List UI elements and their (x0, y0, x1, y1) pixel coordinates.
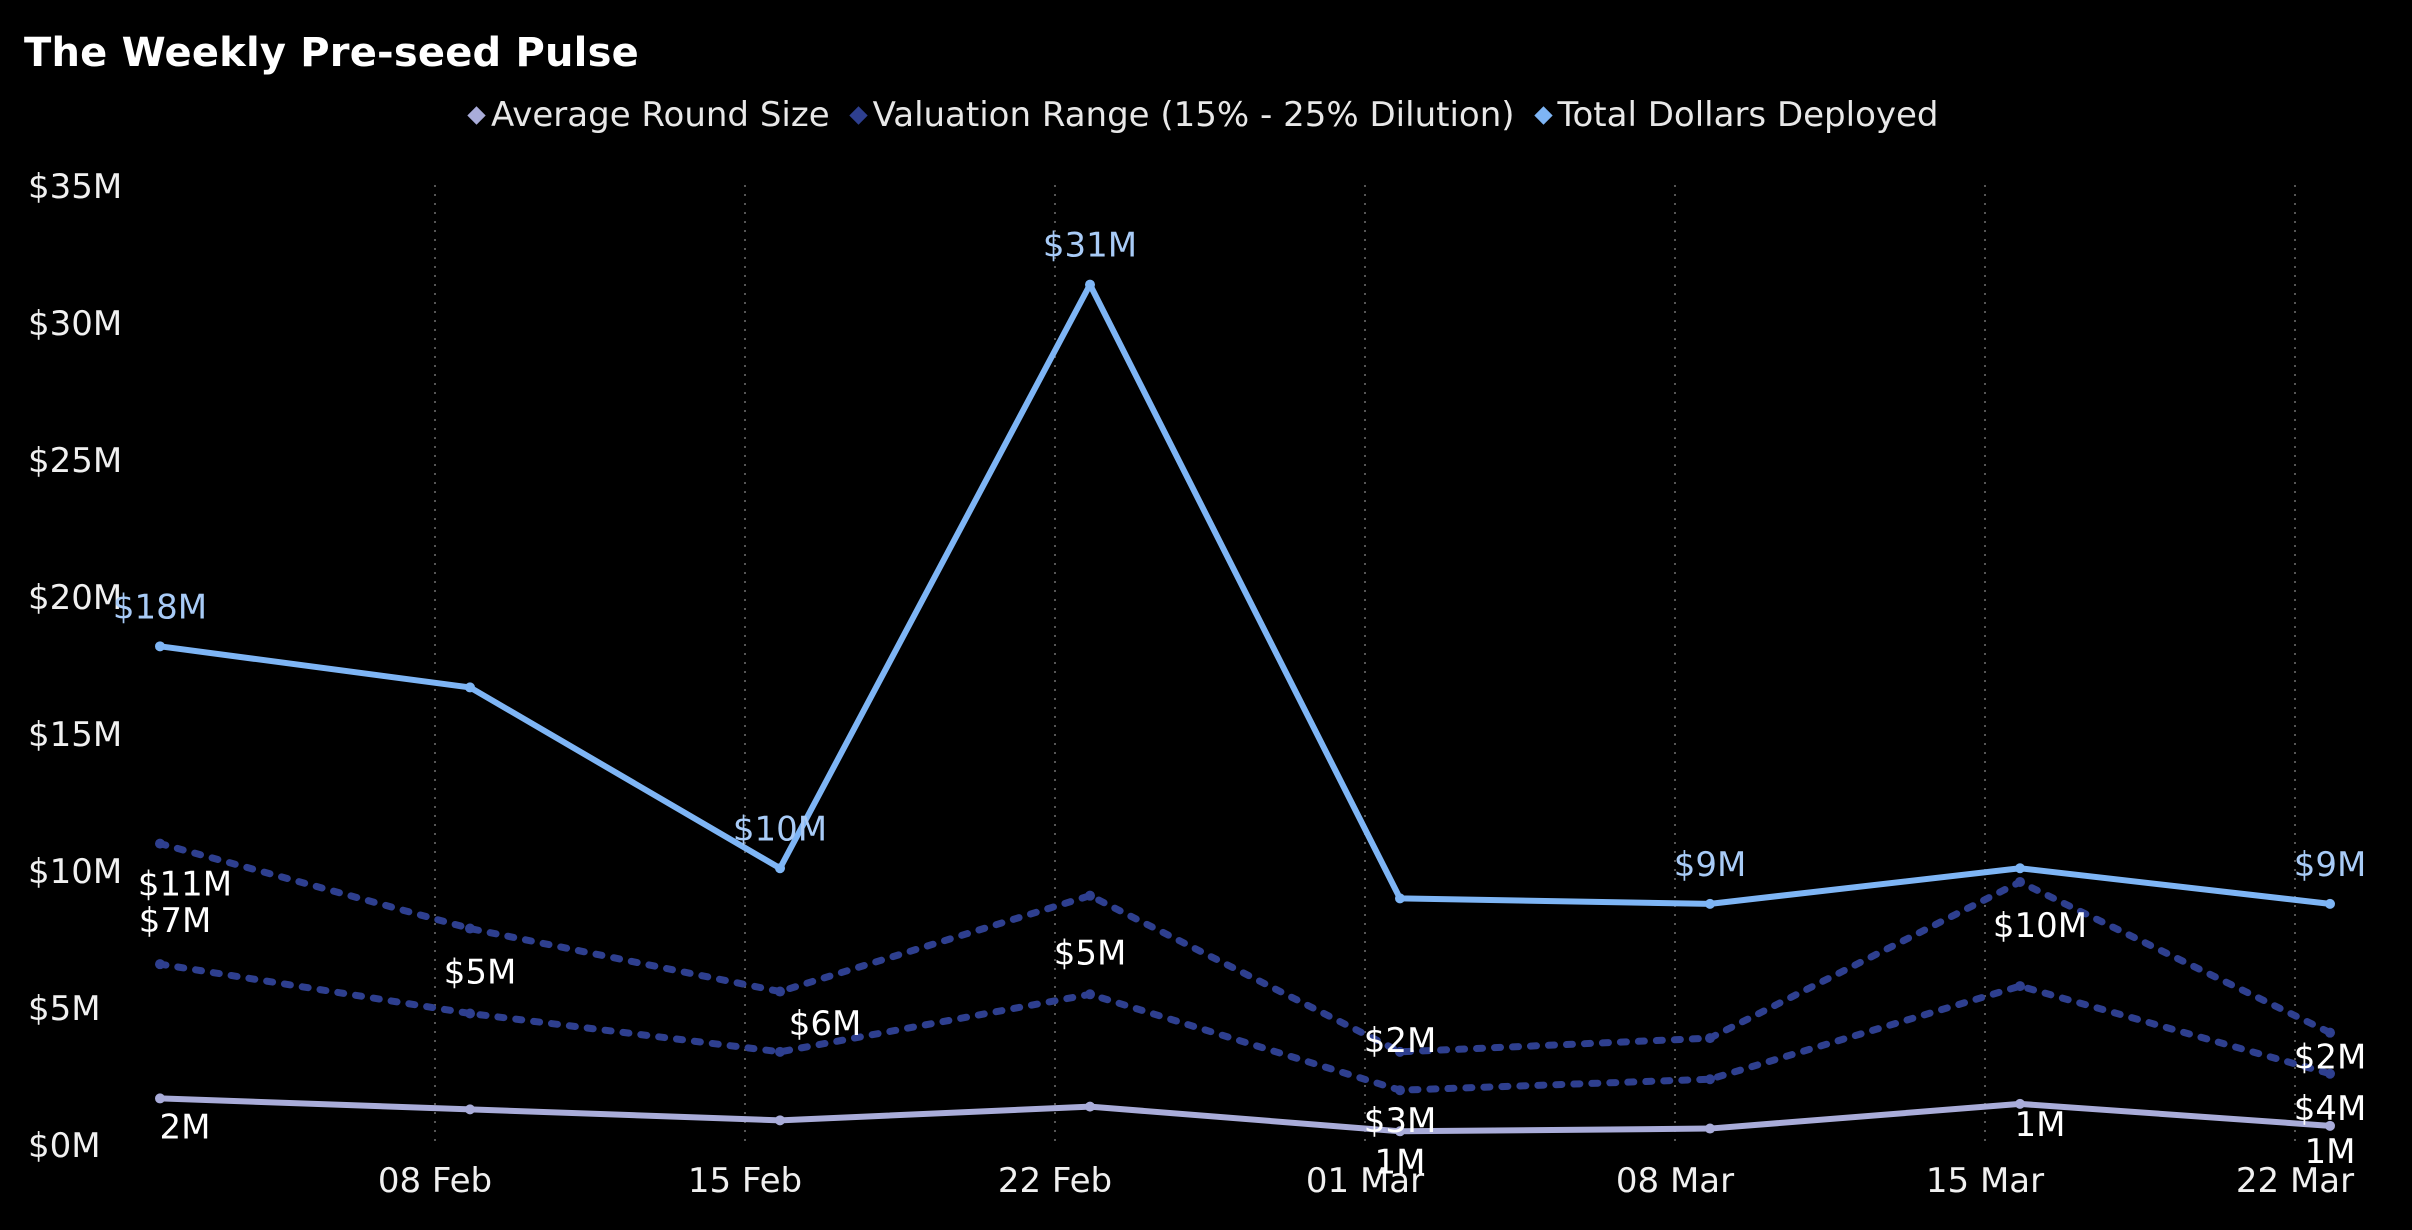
x-tick-label: 08 Mar (1616, 1161, 1734, 1201)
x-tick-label: 15 Mar (1926, 1161, 2044, 1201)
data-label: 1M (1375, 1142, 1426, 1182)
legend-item-valuation-range[interactable]: Valuation Range (15% - 25% Dilution) (848, 95, 1515, 135)
y-tick-label: $20M (28, 578, 122, 618)
data-label: $3M (1364, 1101, 1437, 1141)
data-label: $9M (1674, 845, 1747, 885)
data-point (155, 641, 165, 652)
data-label: 1M (2015, 1105, 2066, 1145)
data-point (1705, 1033, 1715, 1044)
x-tick-label: 22 Mar (2236, 1161, 2354, 1201)
x-tick-label: 01 Mar (1306, 1161, 1424, 1201)
data-label: $9M (2294, 845, 2367, 885)
x-tick-label: 08 Feb (378, 1161, 492, 1201)
data-point (2325, 1027, 2335, 1038)
data-point (1395, 1126, 1405, 1137)
data-point (2325, 1068, 2335, 1079)
data-point (155, 1093, 165, 1104)
legend-item-average-round-size[interactable]: Average Round Size (467, 95, 830, 135)
y-tick-label: $25M (28, 441, 122, 481)
data-point (465, 1104, 475, 1115)
data-point (155, 959, 165, 970)
x-tick-label: 15 Feb (688, 1161, 802, 1201)
data-label: $2M (1364, 1021, 1437, 1061)
y-tick-label: $30M (28, 304, 122, 344)
series-line (157, 281, 2333, 907)
data-point (1395, 1085, 1405, 1096)
legend-label: Average Round Size (491, 95, 830, 135)
data-label: 1M (2305, 1132, 2356, 1172)
data-point (465, 1008, 475, 1019)
data-point (1705, 1074, 1715, 1085)
data-label: 2M (160, 1107, 211, 1147)
data-point (775, 1115, 785, 1126)
data-point (1085, 989, 1095, 1000)
data-point (2015, 981, 2025, 992)
data-point (1085, 890, 1095, 901)
data-point (1085, 279, 1095, 290)
data-point (1705, 1123, 1715, 1134)
x-tick-label: 22 Feb (998, 1161, 1112, 1201)
data-point (2015, 876, 2025, 887)
y-tick-label: $15M (28, 715, 122, 755)
data-point (1395, 893, 1405, 904)
data-point (775, 986, 785, 997)
data-label: $7M (139, 901, 212, 941)
data-point (2015, 1098, 2025, 1109)
data-point (2325, 898, 2335, 909)
data-point (775, 863, 785, 874)
series-line (156, 960, 2334, 1094)
legend-item-total-dollars-deployed[interactable]: Total Dollars Deployed (1533, 95, 1939, 135)
data-label: $2M (2294, 1038, 2367, 1078)
chart-title: The Weekly Pre-seed Pulse (24, 30, 639, 76)
y-tick-label: $10M (28, 852, 122, 892)
data-label: $11M (138, 865, 232, 905)
data-point (465, 923, 475, 934)
data-label: $10M (1993, 906, 2087, 946)
data-point (155, 838, 165, 849)
data-point (1085, 1101, 1095, 1112)
data-point (465, 682, 475, 693)
series-line (157, 1095, 2333, 1135)
legend-label: Total Dollars Deployed (1557, 95, 1939, 135)
data-point (1705, 898, 1715, 909)
y-tick-label: $0M (28, 1126, 101, 1166)
data-label: $18M (113, 587, 207, 627)
data-point (1395, 1046, 1405, 1057)
y-tick-label: $35M (28, 167, 122, 207)
data-label: $31M (1043, 226, 1137, 266)
data-label: $10M (733, 809, 827, 849)
legend-label: Valuation Range (15% - 25% Dilution) (872, 95, 1515, 135)
y-tick-label: $5M (28, 989, 101, 1029)
data-label: $4M (2294, 1089, 2367, 1129)
data-point (2015, 863, 2025, 874)
data-label: $6M (789, 1004, 862, 1044)
legend: Average Round Size Valuation Range (15% … (467, 95, 1939, 135)
data-label: $5M (1054, 933, 1127, 973)
data-label: $5M (444, 952, 517, 992)
data-point (775, 1046, 785, 1057)
data-point (2325, 1120, 2335, 1131)
series-line (156, 840, 2334, 1056)
